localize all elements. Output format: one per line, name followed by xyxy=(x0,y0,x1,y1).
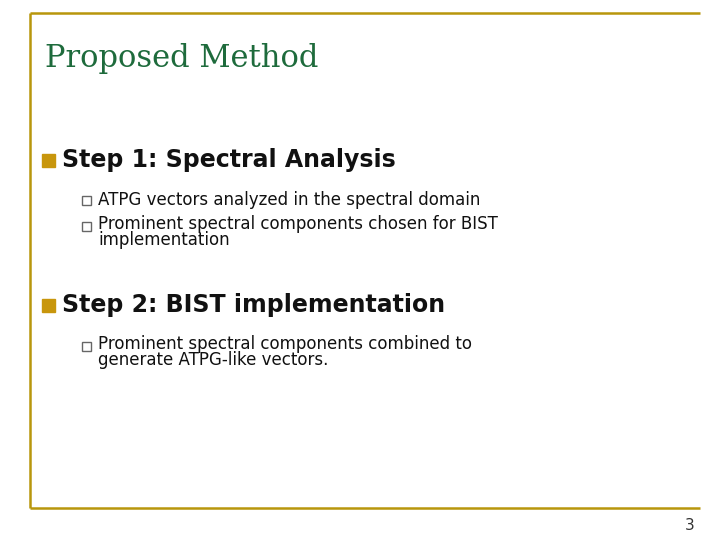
FancyBboxPatch shape xyxy=(82,221,91,231)
Bar xyxy=(42,299,55,312)
Text: generate ATPG-like vectors.: generate ATPG-like vectors. xyxy=(98,351,328,369)
Text: Step 1: Spectral Analysis: Step 1: Spectral Analysis xyxy=(62,148,396,172)
Text: Prominent spectral components combined to: Prominent spectral components combined t… xyxy=(98,335,472,353)
FancyBboxPatch shape xyxy=(82,341,91,350)
Text: ATPG vectors analyzed in the spectral domain: ATPG vectors analyzed in the spectral do… xyxy=(98,191,480,209)
Bar xyxy=(42,153,55,166)
FancyBboxPatch shape xyxy=(82,195,91,205)
Text: Prominent spectral components chosen for BIST: Prominent spectral components chosen for… xyxy=(98,215,498,233)
Text: Step 2: BIST implementation: Step 2: BIST implementation xyxy=(62,293,445,317)
Text: Proposed Method: Proposed Method xyxy=(45,43,318,73)
Text: implementation: implementation xyxy=(98,231,230,249)
Text: 3: 3 xyxy=(685,517,695,532)
